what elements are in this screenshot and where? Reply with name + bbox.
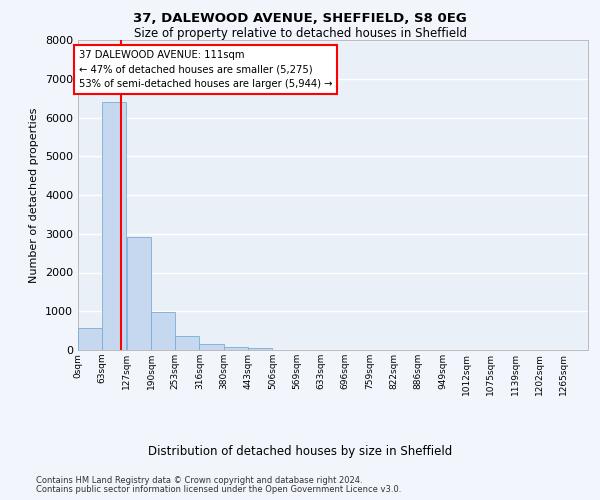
Text: Contains public sector information licensed under the Open Government Licence v3: Contains public sector information licen… xyxy=(36,484,401,494)
Bar xyxy=(102,102,127,350)
Text: Size of property relative to detached houses in Sheffield: Size of property relative to detached ho… xyxy=(133,28,467,40)
Bar xyxy=(127,237,151,350)
Text: Distribution of detached houses by size in Sheffield: Distribution of detached houses by size … xyxy=(148,444,452,458)
Text: 37 DALEWOOD AVENUE: 111sqm
← 47% of detached houses are smaller (5,275)
53% of s: 37 DALEWOOD AVENUE: 111sqm ← 47% of deta… xyxy=(79,50,332,90)
Bar xyxy=(175,336,199,350)
Bar xyxy=(224,347,248,350)
Bar xyxy=(151,312,175,350)
Y-axis label: Number of detached properties: Number of detached properties xyxy=(29,108,40,282)
Bar xyxy=(78,328,102,350)
Text: 37, DALEWOOD AVENUE, SHEFFIELD, S8 0EG: 37, DALEWOOD AVENUE, SHEFFIELD, S8 0EG xyxy=(133,12,467,26)
Text: Contains HM Land Registry data © Crown copyright and database right 2024.: Contains HM Land Registry data © Crown c… xyxy=(36,476,362,485)
Bar xyxy=(248,348,272,350)
Bar xyxy=(199,344,224,350)
